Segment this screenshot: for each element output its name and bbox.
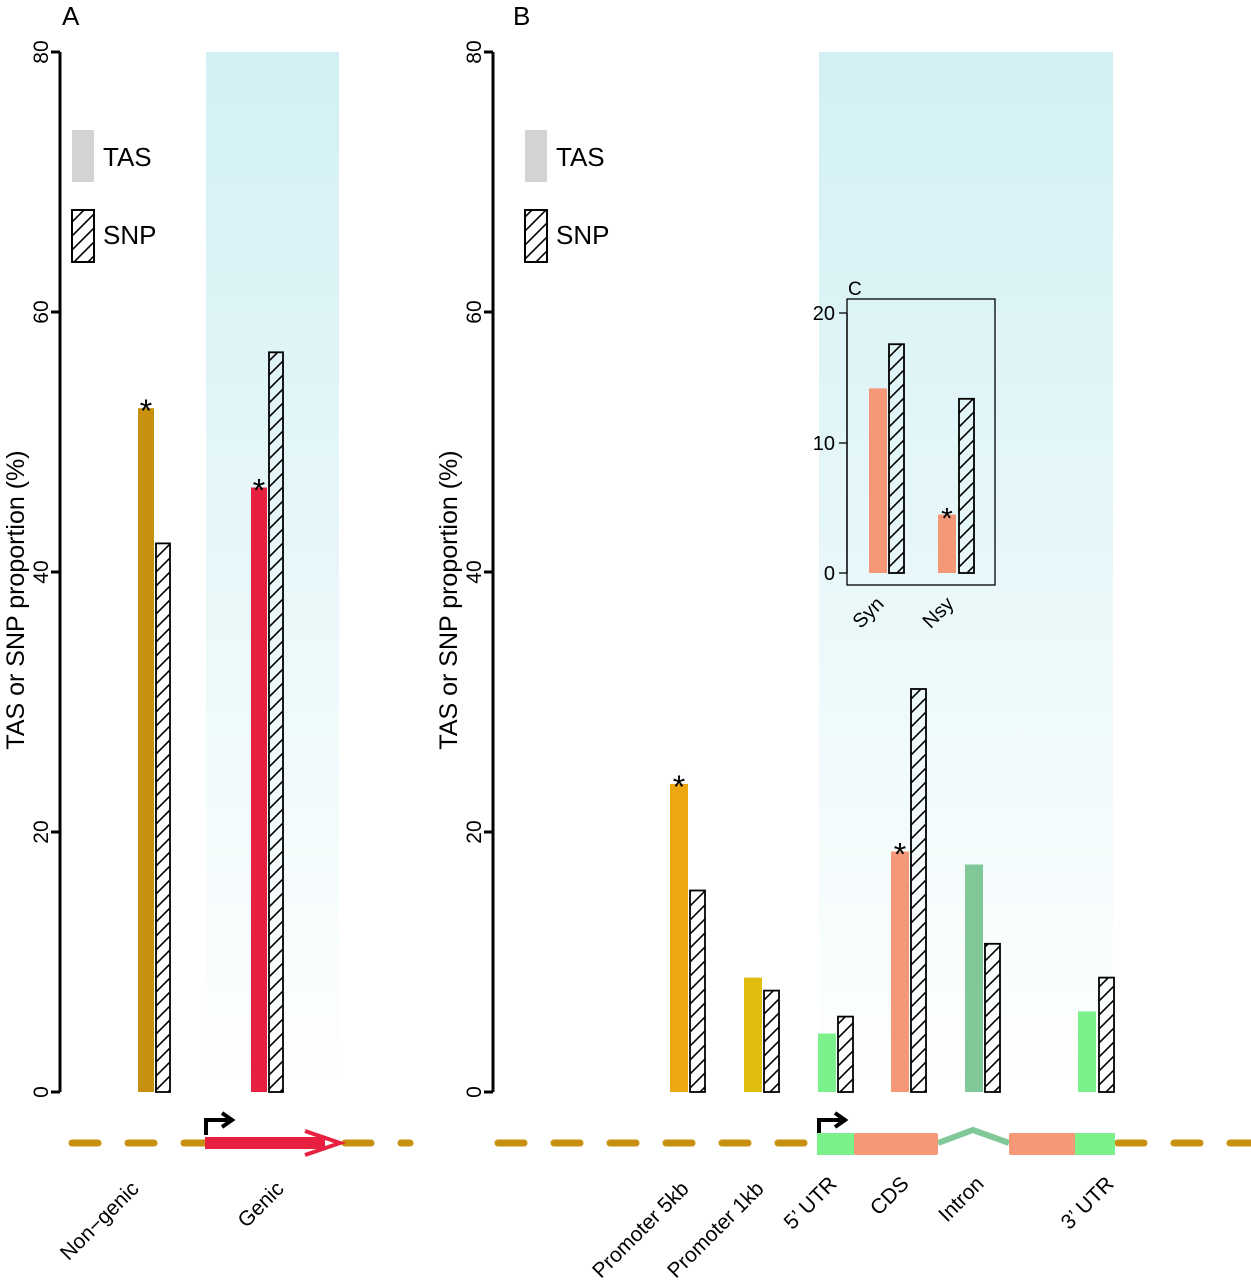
legend-label-tas: TAS <box>103 142 152 172</box>
bar-snp <box>763 989 780 1093</box>
gene-arrowhead <box>304 1129 347 1157</box>
bar-tas <box>138 408 154 1092</box>
panel-label: B <box>513 1 530 31</box>
panel-label: A <box>62 1 80 31</box>
legend-swatch-snp <box>524 209 548 263</box>
y-tick-label: 40 <box>30 560 53 583</box>
x-tick-label: Genic <box>233 1177 288 1232</box>
bar-snp <box>837 1015 854 1093</box>
bar-tas <box>891 851 909 1092</box>
bar-snp <box>689 889 706 1093</box>
legend-label-tas: TAS <box>556 142 605 172</box>
x-tick-label: Non−genic <box>56 1177 144 1265</box>
cds-block <box>1009 1133 1076 1155</box>
bar-snp <box>888 343 905 574</box>
bar-snp <box>910 688 927 1093</box>
y-axis-label: TAS or SNP proportion (%) <box>435 450 463 749</box>
significance-star: * <box>894 837 906 873</box>
bar-tas <box>818 1033 836 1092</box>
bar-snp <box>1098 976 1115 1093</box>
x-tick-label: CDS <box>866 1172 914 1220</box>
x-tick-label: 5’ UTR <box>780 1172 842 1234</box>
bar-snp <box>984 942 1001 1093</box>
bar-tas <box>251 487 267 1092</box>
x-tick-label: 3’ UTR <box>1057 1172 1119 1234</box>
y-tick-label: 80 <box>30 40 53 63</box>
bar-tas <box>938 514 956 573</box>
legend-label-snp: SNP <box>556 220 609 250</box>
significance-star: * <box>140 393 152 429</box>
x-tick-label: Intron <box>934 1172 988 1226</box>
legend-label-snp: SNP <box>103 220 156 250</box>
y-tick-label: 0 <box>463 1086 486 1098</box>
tss-arrowhead <box>833 1111 849 1129</box>
panel-label: C <box>848 279 862 300</box>
tss-arrowhead <box>220 1111 236 1129</box>
significance-star: * <box>941 503 953 536</box>
cds-block <box>854 1133 938 1155</box>
bar-tas <box>869 388 887 573</box>
y-tick-label: 20 <box>813 303 835 325</box>
legend-swatch-tas <box>525 130 547 182</box>
bar-snp <box>958 397 975 574</box>
intron-line <box>936 1126 1011 1146</box>
bar-tas <box>1078 1011 1096 1092</box>
utr5-block <box>817 1133 854 1155</box>
y-tick-label: 10 <box>813 433 835 455</box>
significance-star: * <box>673 769 685 805</box>
y-tick-label: 80 <box>463 40 486 63</box>
legend-swatch-snp <box>71 209 95 263</box>
y-axis-label: TAS or SNP proportion (%) <box>2 450 30 749</box>
legend-swatch-tas <box>72 130 94 182</box>
tss-arrow-icon <box>204 1118 228 1135</box>
y-tick-label: 0 <box>824 563 835 585</box>
bar-tas <box>965 864 983 1092</box>
bar-snp <box>155 542 171 1093</box>
y-tick-label: 60 <box>463 300 486 323</box>
tss-arrow-icon <box>817 1118 841 1135</box>
bar-tas <box>670 783 688 1092</box>
y-tick-label: 20 <box>463 820 486 843</box>
significance-star: * <box>253 473 265 509</box>
bar-tas <box>744 977 762 1092</box>
y-tick-label: 0 <box>30 1086 53 1098</box>
y-tick-label: 60 <box>30 300 53 323</box>
bar-snp <box>268 351 284 1093</box>
y-tick-label: 40 <box>463 560 486 583</box>
y-tick-label: 20 <box>30 820 53 843</box>
utr3-block <box>1075 1133 1115 1155</box>
